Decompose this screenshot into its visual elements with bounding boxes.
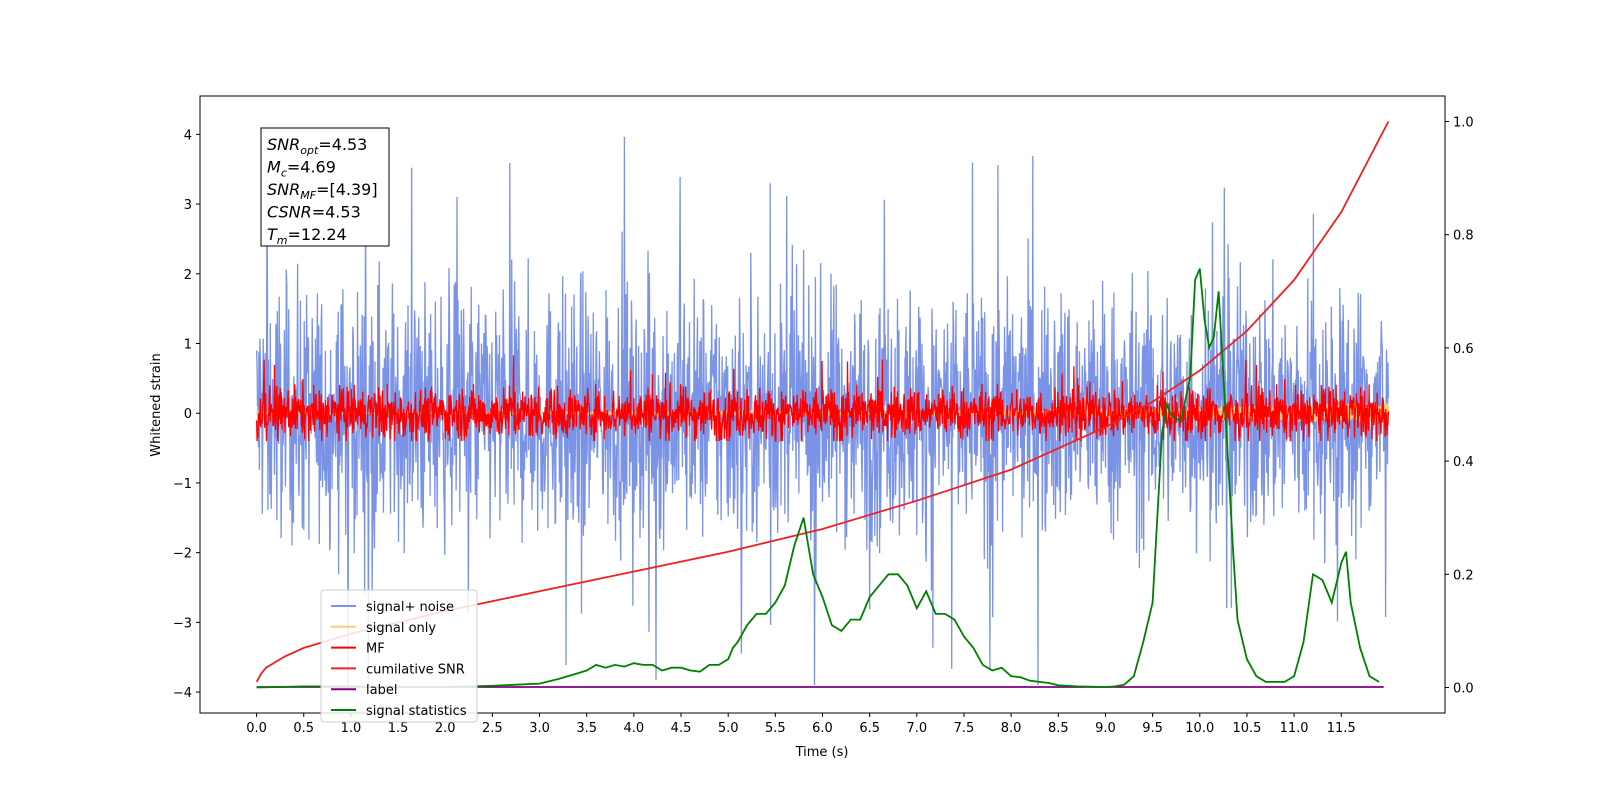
info-line: Mc=4.69 <box>267 158 336 180</box>
y2-tick-label: 0.0 <box>1453 682 1474 697</box>
y-tick-label: −1 <box>173 477 192 492</box>
y2-tick-label: 0.2 <box>1453 568 1474 583</box>
y-tick-label: −2 <box>173 547 192 562</box>
x-tick-label: 10.5 <box>1232 721 1261 736</box>
x-tick-label: 9.5 <box>1142 721 1163 736</box>
x-tick-label: 11.0 <box>1280 721 1309 736</box>
y-axis-label: Whitened strain <box>149 353 164 456</box>
x-tick-label: 7.5 <box>954 721 975 736</box>
x-tick-label: 10.0 <box>1185 721 1214 736</box>
y-tick-label: 2 <box>184 268 192 283</box>
y2-tick-label: 0.4 <box>1453 455 1474 470</box>
legend-label: MF <box>366 642 385 657</box>
legend-label: signal only <box>366 621 436 636</box>
info-line: Tm=12.24 <box>267 225 347 247</box>
x-tick-label: 6.0 <box>812 721 833 736</box>
x-tick-label: 1.0 <box>341 721 362 736</box>
y-tick-label: 4 <box>184 128 192 143</box>
series-line-2 <box>255 355 1390 442</box>
x-tick-label: 2.0 <box>435 721 456 736</box>
ticks-layer: 0.0 0.5 1.0 1.5 2.0 2.5 3.0 3.5 4.0 4.5 5.0 5.5 6.0 6… <box>173 115 1474 736</box>
x-tick-label: 0.0 <box>246 721 267 736</box>
y-tick-label: 1 <box>184 337 192 352</box>
info-box-frame <box>260 127 390 247</box>
x-tick-label: 4.5 <box>671 721 692 736</box>
y2-tick-label: 1.0 <box>1453 115 1474 130</box>
y-tick-label: −3 <box>173 616 192 631</box>
legend-frame <box>320 589 478 723</box>
x-tick-label: 5.0 <box>718 721 739 736</box>
x-tick-label: 3.0 <box>529 721 550 736</box>
x-tick-label: 9.0 <box>1095 721 1116 736</box>
series-line-3 <box>255 121 1390 683</box>
x-tick-label: 5.5 <box>765 721 786 736</box>
y-tick-label: 0 <box>184 407 192 422</box>
x-tick-label: 2.5 <box>482 721 503 736</box>
y-tick-label: 3 <box>184 198 192 213</box>
x-axis-label: Time (s) <box>795 745 849 760</box>
x-tick-label: 7.0 <box>906 721 927 736</box>
y-tick-label: −4 <box>173 686 192 701</box>
legend-label: signal+ noise <box>366 600 454 615</box>
y2-tick-label: 0.8 <box>1453 229 1474 244</box>
x-tick-label: 8.5 <box>1048 721 1069 736</box>
legend-label: signal statistics <box>366 704 467 719</box>
x-tick-label: 8.0 <box>1001 721 1022 736</box>
series-line-5 <box>256 268 1380 689</box>
info-line: SNRopt=4.53 <box>267 135 367 157</box>
legend-label: cumilative SNR <box>366 662 465 677</box>
legend-label: label <box>366 683 397 698</box>
x-tick-label: 3.5 <box>576 721 597 736</box>
x-tick-label: 11.5 <box>1327 721 1356 736</box>
legend: signal+ noise signal only MF cumilative SNR… <box>320 589 478 723</box>
x-tick-label: 0.5 <box>293 721 314 736</box>
x-tick-label: 4.0 <box>624 721 645 736</box>
series-layer <box>255 121 1390 689</box>
x-tick-label: 6.5 <box>859 721 880 736</box>
x-tick-label: 1.5 <box>388 721 409 736</box>
info-line: SNRMF=[4.39] <box>267 180 378 202</box>
info-line: CSNR=4.53 <box>267 203 361 222</box>
y2-tick-label: 0.6 <box>1453 342 1474 357</box>
